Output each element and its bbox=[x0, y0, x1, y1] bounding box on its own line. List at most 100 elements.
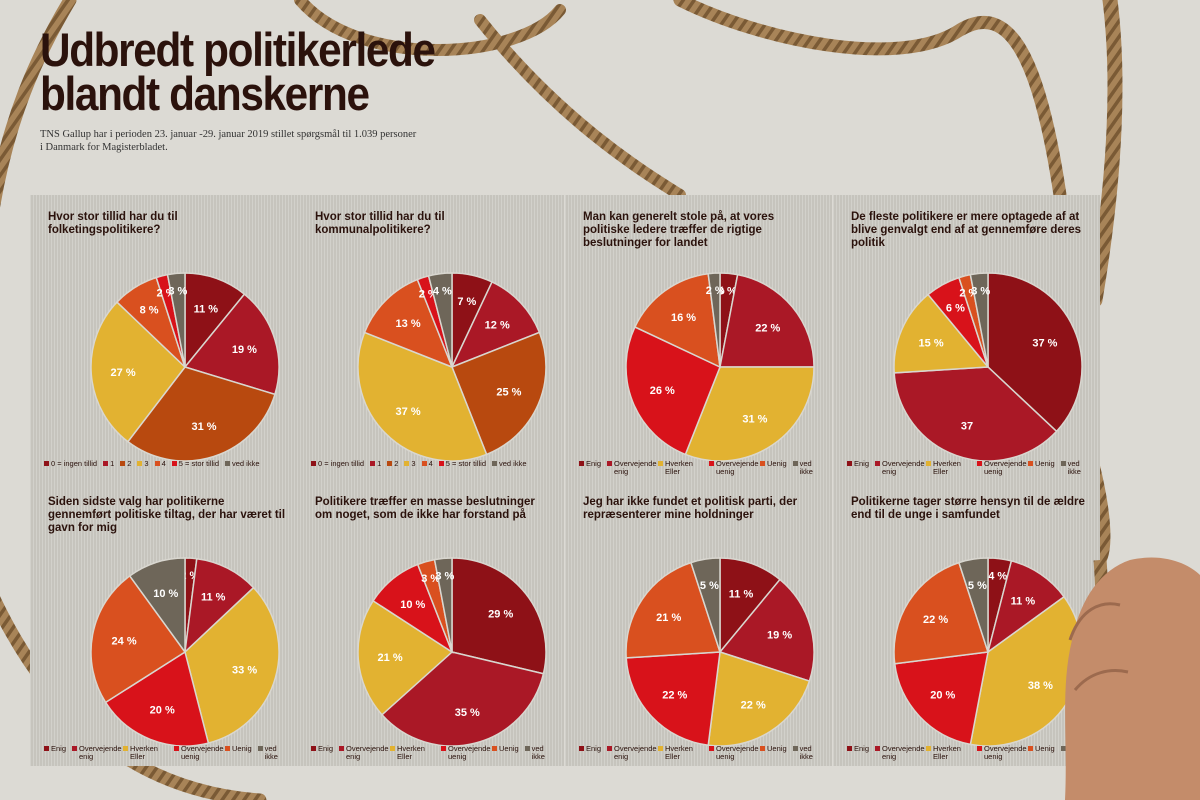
slice-label: 5 % bbox=[700, 580, 719, 592]
legend-item: ved ikke bbox=[1060, 460, 1091, 476]
slice-label: 19 % bbox=[767, 630, 792, 642]
legend-item: ved ikke bbox=[1060, 744, 1091, 761]
legend-swatch bbox=[339, 746, 345, 751]
slice-label: 3 % bbox=[718, 285, 737, 297]
slice-label: 22 % bbox=[755, 323, 780, 335]
legend-swatch bbox=[421, 461, 427, 466]
slice-label: 12 % bbox=[485, 320, 510, 332]
legend-swatch bbox=[875, 461, 881, 466]
legend-label: ved ikke bbox=[799, 459, 813, 476]
legend-item: ved ikke bbox=[792, 744, 823, 761]
slice-label: 26 % bbox=[650, 385, 675, 397]
legend-label: Overvejende enig bbox=[346, 744, 389, 761]
legend-item: Overvejende uenig bbox=[977, 460, 1027, 476]
legend-swatch bbox=[123, 746, 129, 751]
legend-swatch bbox=[72, 746, 78, 751]
legend-swatch bbox=[524, 746, 530, 751]
legend-swatch bbox=[760, 461, 766, 466]
legend-label: Hverken Eller bbox=[397, 744, 425, 761]
slice-label: 31 % bbox=[742, 413, 767, 425]
pie-slice bbox=[987, 272, 1083, 433]
legend-label: Hverken Eller bbox=[130, 744, 158, 761]
legend-label: Hverken Eller bbox=[933, 459, 961, 476]
slice-label: 3 % bbox=[421, 573, 440, 585]
legend-item: Uenig bbox=[760, 460, 787, 476]
legend-label: 5 = stor tillid bbox=[178, 459, 219, 468]
legend-swatch bbox=[977, 746, 983, 751]
legend-label: ved ikke bbox=[799, 744, 813, 761]
slice-label: 4 % bbox=[433, 286, 452, 298]
chart-legend: Enig Overvejende enig Hverken Eller Overvej… bbox=[579, 460, 829, 476]
slice-label: 31 % bbox=[191, 421, 216, 433]
legend-label: Uenig bbox=[499, 744, 519, 753]
legend-item: Overvejende enig bbox=[607, 744, 657, 761]
pie-slice bbox=[718, 578, 815, 682]
legend-label: 3 bbox=[411, 459, 416, 468]
slice-label: 11 % bbox=[201, 592, 226, 604]
legend-swatch bbox=[390, 746, 396, 751]
legend-item: Enig bbox=[579, 745, 601, 761]
pie-slice bbox=[357, 599, 454, 716]
slice-label: 22 % bbox=[923, 614, 948, 626]
pie-slice bbox=[719, 273, 815, 368]
slice-label: 8 % bbox=[140, 305, 159, 317]
chart-panel-ikke-fundet-parti: Jeg har ikke fundet et politisk parti, d… bbox=[565, 480, 832, 766]
legend-item: Hverken Eller bbox=[926, 460, 971, 476]
pie-chart: 7 %12 %25 %37 %13 %2 %4 % bbox=[357, 272, 547, 462]
pie-slice bbox=[128, 557, 186, 655]
slice-label: 3 % bbox=[971, 285, 990, 297]
pie-slice bbox=[625, 561, 722, 659]
legend-swatch bbox=[257, 746, 263, 751]
legend-label: 4 bbox=[161, 459, 166, 468]
pie-slice bbox=[893, 651, 989, 746]
legend-item: 4 bbox=[421, 460, 433, 468]
pie-slice bbox=[427, 272, 453, 368]
legend-label: Overvejende enig bbox=[614, 744, 657, 761]
legend-swatch bbox=[103, 461, 109, 466]
legend-label: 1 bbox=[110, 459, 115, 468]
title-line-2: blandt danskerne bbox=[40, 67, 370, 120]
chart-question: Hvor stor tillid har du til kommunalpoli… bbox=[315, 211, 445, 236]
chart-question: Siden sidste valg har politikerne gennem… bbox=[48, 496, 286, 534]
legend-swatch bbox=[1060, 746, 1066, 751]
slice-label: 21 % bbox=[656, 612, 681, 624]
legend-swatch bbox=[875, 746, 881, 751]
legend-swatch bbox=[926, 746, 932, 751]
slice-label: 20 % bbox=[150, 705, 175, 717]
legend-label: Uenig bbox=[767, 744, 787, 753]
pie-slice bbox=[184, 586, 280, 744]
legend-item: 5 = stor tillid bbox=[171, 459, 219, 468]
chart-panel-aeldre-unge: Politikerne tager større hensyn til de æ… bbox=[833, 480, 1100, 766]
chart-question: De fleste politikere er mere optagede af… bbox=[851, 211, 1082, 249]
slice-label: 24 % bbox=[112, 635, 137, 647]
legend-swatch bbox=[438, 461, 444, 466]
chart-panel-folketingspolitikere: Hvor stor tillid har du til folketingspo… bbox=[30, 195, 297, 481]
legend-swatch bbox=[760, 746, 766, 751]
legend-swatch bbox=[225, 746, 231, 751]
chart-question: Politikere træffer en masse beslutninger… bbox=[315, 496, 535, 521]
legend-swatch bbox=[387, 461, 393, 466]
slice-label: 35 % bbox=[455, 707, 480, 719]
legend-label: ved ikke bbox=[1067, 744, 1081, 761]
chart-panel-gavn-for-mig: Siden sidste valg har politikerne gennem… bbox=[30, 480, 297, 766]
legend-swatch bbox=[792, 461, 798, 466]
pie-slice bbox=[690, 557, 721, 653]
legend-swatch bbox=[1060, 461, 1066, 466]
legend-item: Overvejende enig bbox=[875, 745, 925, 761]
legend-item: Overvejende uenig bbox=[977, 744, 1027, 761]
legend-label: 2 bbox=[394, 459, 399, 468]
slice-label: 22 % bbox=[741, 699, 766, 711]
legend-swatch bbox=[847, 461, 852, 466]
legend-label: 3 bbox=[144, 459, 149, 468]
legend-label: 2 bbox=[127, 459, 132, 468]
pie-slice bbox=[707, 272, 721, 368]
legend-swatch bbox=[658, 746, 664, 751]
legend-label: Uenig bbox=[232, 744, 252, 753]
legend-swatch bbox=[171, 461, 177, 466]
chart-question: Man kan generelt stole på, at vores poli… bbox=[583, 211, 775, 249]
legend-label: Overvejende uenig bbox=[984, 744, 1027, 761]
chart-legend: Enig Overvejende enig Hverken Eller Overvej… bbox=[44, 745, 294, 761]
pie-slice bbox=[451, 557, 547, 675]
pie-chart: 11 % 19 % 22 % 22 % 21 % 5 % bbox=[625, 557, 815, 747]
pie-chart: 3 % 22 % 31 % 26 % 16 % 2 % bbox=[625, 272, 815, 462]
